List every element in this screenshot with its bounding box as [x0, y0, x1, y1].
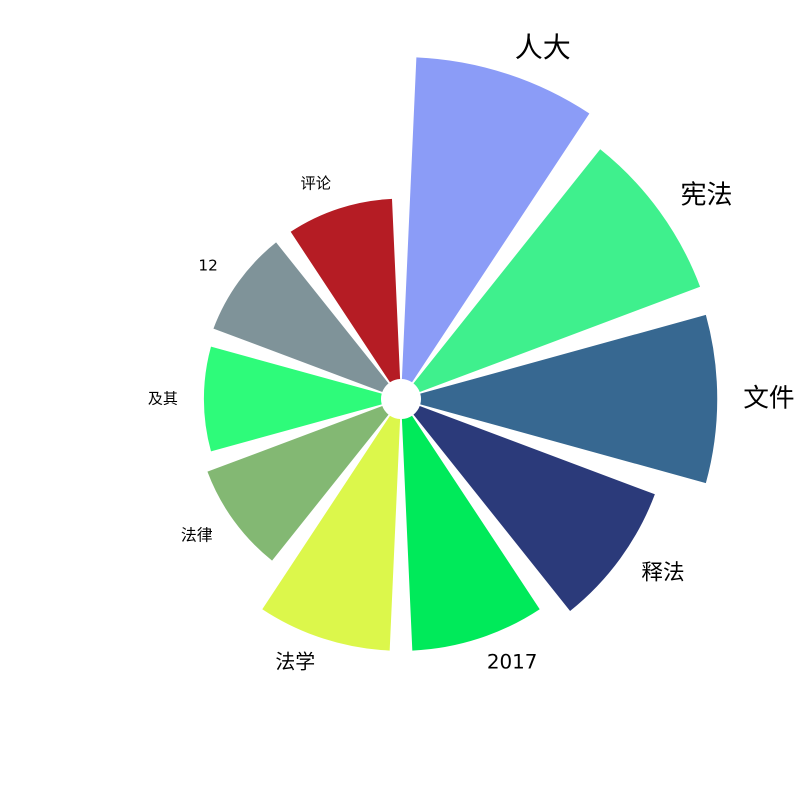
category-label: 释法 [641, 561, 684, 586]
category-label: 文件 [743, 384, 794, 414]
bar-法律 [207, 406, 389, 561]
bar-人大 [401, 57, 590, 383]
bar-宪法 [413, 149, 701, 392]
bar-及其 [203, 346, 382, 452]
category-label: 法律 [181, 525, 213, 544]
category-label: 评论 [300, 174, 331, 192]
category-label: 2017 [487, 651, 538, 674]
category-label: 人大 [515, 31, 571, 64]
bar-文件 [420, 314, 718, 484]
bar-12 [213, 242, 389, 392]
category-label: 及其 [148, 390, 178, 408]
category-label: 法学 [275, 651, 315, 674]
category-label: 宪法 [680, 180, 732, 210]
bar-释法 [413, 406, 655, 611]
bar-评论 [290, 198, 401, 383]
category-label: 12 [198, 256, 217, 274]
bar-2017 [401, 415, 540, 651]
bar-法学 [262, 415, 401, 651]
